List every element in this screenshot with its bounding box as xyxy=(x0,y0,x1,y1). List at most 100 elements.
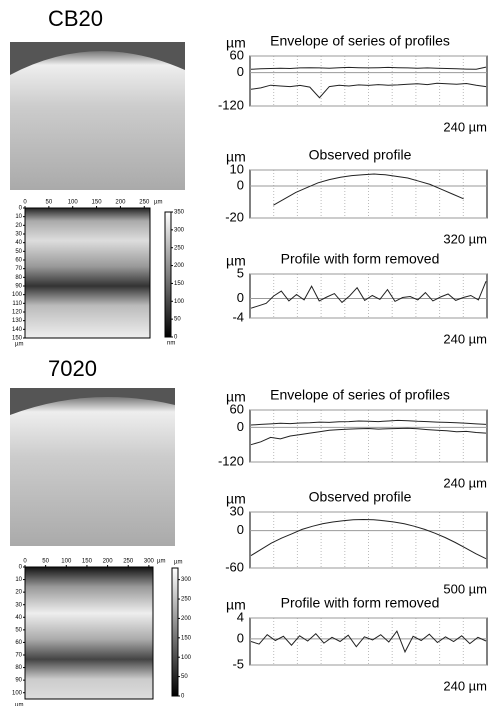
map-x-tick: 150 xyxy=(92,200,103,206)
map-y-tick: 50 xyxy=(15,249,22,255)
y-tick-label: 30 xyxy=(230,503,244,518)
y-tick-label: 10 xyxy=(230,161,244,176)
map-y-tick: 120 xyxy=(12,310,23,316)
profile-line xyxy=(250,630,487,654)
panel-title: Observed profile xyxy=(309,489,412,505)
map-y-tick: 50 xyxy=(15,627,22,633)
map-y-tick: 100 xyxy=(12,690,23,696)
y-tick-label: 0 xyxy=(237,522,244,537)
map-y-tick: 10 xyxy=(15,214,22,220)
map-x-tick: 100 xyxy=(61,559,72,565)
y-tick-label: -20 xyxy=(225,209,244,224)
map-x-tick: 100 xyxy=(68,200,79,206)
micrograph xyxy=(10,397,175,546)
y-tick-label: 0 xyxy=(237,64,244,79)
map-y-tick: 10 xyxy=(15,577,22,583)
map-y-tick: 20 xyxy=(15,223,22,229)
panel-unit: µm xyxy=(226,149,246,165)
panel-title: Observed profile xyxy=(309,147,412,163)
cbar-tick: 200 xyxy=(181,616,192,622)
map-y-tick: 110 xyxy=(12,301,22,307)
cbar-tick: 0 xyxy=(181,694,185,700)
profile-line xyxy=(250,82,487,99)
panel-unit: µm xyxy=(226,35,246,51)
cbar-tick: 100 xyxy=(181,655,192,661)
y-tick-label: 0 xyxy=(237,419,244,434)
map-y-tick: 130 xyxy=(12,318,23,324)
cbar-tick: 50 xyxy=(181,674,188,680)
map-y-tick: 80 xyxy=(15,275,22,281)
panel-title: Profile with form removed xyxy=(281,251,440,267)
map-y-unit: µm xyxy=(15,342,23,348)
cbar-tick: 0 xyxy=(174,335,178,341)
profile-line xyxy=(250,66,487,70)
panel-title: Envelope of series of profiles xyxy=(270,33,450,49)
sample-label: 7020 xyxy=(48,356,97,381)
colorbar xyxy=(164,211,172,338)
map-x-tick: 200 xyxy=(115,200,126,206)
y-tick-label: -120 xyxy=(218,453,244,468)
panel-title: Envelope of series of profiles xyxy=(270,387,450,403)
cbar-tick: 250 xyxy=(181,597,192,603)
map-x-tick: 50 xyxy=(46,200,53,206)
profile-line xyxy=(250,518,487,560)
y-tick-label: 4 xyxy=(237,609,244,624)
y-tick-label: 0 xyxy=(237,290,244,305)
panel-title: Profile with form removed xyxy=(281,595,440,611)
colorbar xyxy=(171,567,179,697)
y-tick-label: 60 xyxy=(230,401,244,416)
map-x-tick: 200 xyxy=(103,559,114,565)
map-x-tick: 250 xyxy=(139,200,150,206)
map-y-tick: 70 xyxy=(15,266,22,272)
map-x-tick: 50 xyxy=(42,559,49,565)
depth-map xyxy=(24,566,154,700)
map-x-unit: µm xyxy=(157,559,165,565)
panel-unit: µm xyxy=(226,389,246,405)
y-tick-label: 5 xyxy=(237,265,244,280)
map-x-tick: 150 xyxy=(82,559,93,565)
sample-label: CB20 xyxy=(48,6,103,31)
map-x-tick: 0 xyxy=(23,200,27,206)
map-y-tick: 90 xyxy=(15,284,22,290)
map-y-tick: 70 xyxy=(15,653,22,659)
cbar-tick: 100 xyxy=(174,299,185,305)
map-y-tick: 0 xyxy=(19,565,23,571)
plot-box xyxy=(249,409,488,463)
x-extent: 240 µm xyxy=(443,678,487,693)
y-tick-label: -5 xyxy=(232,656,244,671)
y-tick-label: -4 xyxy=(232,309,244,324)
map-x-tick: 0 xyxy=(23,559,27,565)
panel-unit: µm xyxy=(226,597,246,613)
map-x-tick: 250 xyxy=(123,559,134,565)
map-y-tick: 30 xyxy=(15,232,22,238)
map-y-tick: 40 xyxy=(15,615,22,621)
cbar-tick: 200 xyxy=(174,263,185,269)
map-y-tick: 80 xyxy=(15,665,22,671)
cbar-tick: 250 xyxy=(174,245,185,251)
profile-line xyxy=(250,419,487,426)
map-y-tick: 60 xyxy=(15,258,22,264)
y-tick-label: 0 xyxy=(237,177,244,192)
y-tick-label: -60 xyxy=(225,559,244,574)
x-extent: 320 µm xyxy=(443,231,487,246)
x-extent: 240 µm xyxy=(443,119,487,134)
map-y-tick: 40 xyxy=(15,240,22,246)
cbar-tick: 50 xyxy=(174,317,181,323)
map-y-tick: 140 xyxy=(12,327,23,333)
cbar-tick: 350 xyxy=(174,210,185,216)
y-tick-label: -120 xyxy=(218,97,244,112)
cbar-unit: µm xyxy=(174,560,182,566)
map-y-tick: 90 xyxy=(15,678,22,684)
map-y-tick: 30 xyxy=(15,602,22,608)
cbar-tick: 150 xyxy=(174,281,185,287)
map-y-unit: µm xyxy=(15,703,23,706)
micrograph xyxy=(10,51,185,191)
map-y-tick: 100 xyxy=(12,292,23,298)
profile-line xyxy=(250,281,487,309)
depth-map xyxy=(24,207,151,339)
cbar-tick: 150 xyxy=(181,635,192,641)
profile-line xyxy=(273,173,464,206)
cbar-tick: 300 xyxy=(174,227,185,233)
map-x-tick: 300 xyxy=(144,559,155,565)
